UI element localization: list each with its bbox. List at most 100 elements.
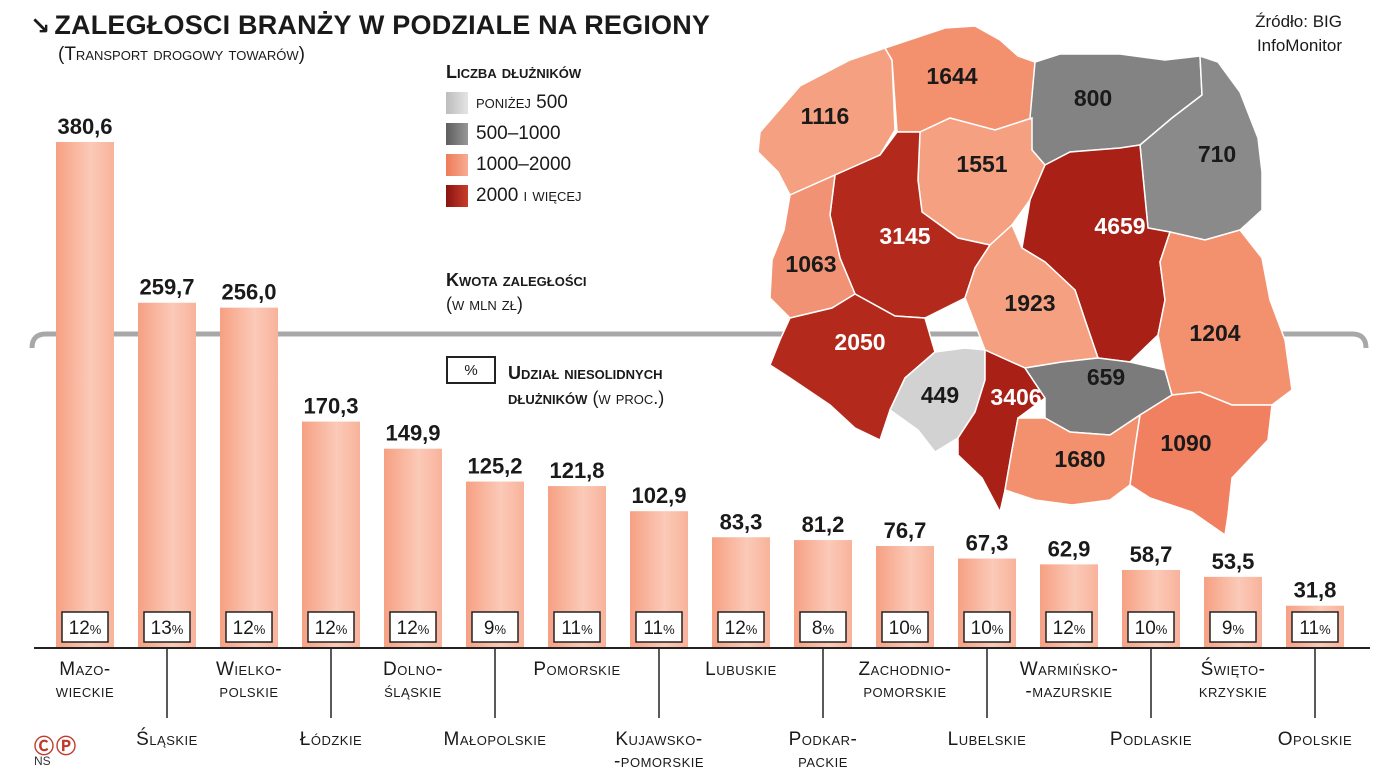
- bar-value-label: 256,0: [221, 280, 276, 305]
- bar-value-label: 58,7: [1130, 542, 1173, 567]
- x-tick-label: packie: [798, 751, 848, 772]
- map-count-label: 3406: [990, 384, 1041, 410]
- legend-item-1000-2000: 1000–2000: [446, 152, 571, 178]
- amount-legend-title: Kwota zaległości: [446, 270, 587, 290]
- bar-value-label: 125,2: [467, 454, 522, 479]
- share-box: [1045, 611, 1093, 643]
- bar-value-label: 149,9: [385, 421, 440, 446]
- map-count-label: 3145: [879, 223, 930, 249]
- x-tick-label: pomorskie: [863, 681, 946, 702]
- share-percent-sign: %: [910, 622, 922, 637]
- source-line-2: InfoMonitor: [1256, 36, 1342, 55]
- bar-value-label: 259,7: [139, 275, 194, 300]
- bar-value-label: 81,2: [802, 512, 845, 537]
- bar-value-label: 53,5: [1212, 549, 1255, 574]
- share-percent-sign: %: [746, 622, 758, 637]
- x-tick-label: krzyskie: [1199, 681, 1267, 702]
- x-tick-label: śląskie: [384, 681, 442, 702]
- legend-swatch: [446, 154, 468, 176]
- legend-swatch: [446, 123, 468, 145]
- share-box: [61, 611, 109, 643]
- bar-value-label: 380,6: [57, 114, 112, 139]
- author-initials: NS: [34, 754, 51, 768]
- x-tick-label: Podlaskie: [1110, 729, 1192, 750]
- chart-title: ↘ Zaległosci branży w podziale na regiony: [30, 10, 710, 41]
- x-tick-label: Lubuskie: [705, 659, 777, 680]
- source-note: Źródło: BIG InfoMonitor: [1255, 10, 1342, 58]
- share-box: [1209, 611, 1257, 643]
- share-legend-line2-rest: (w proc.): [587, 388, 665, 408]
- share-box: [635, 611, 683, 643]
- x-tick-label: Podkar-: [789, 729, 858, 750]
- legend-label: 2000 i więcej: [476, 185, 582, 206]
- map-count-label: 1680: [1054, 446, 1105, 472]
- bar-value-label: 76,7: [884, 518, 927, 543]
- legend-item-2000-plus: 2000 i więcej: [446, 183, 582, 209]
- share-box: [1127, 611, 1175, 643]
- share-label: 10%: [889, 618, 922, 639]
- legend-item-below-500: poniżej 500: [446, 90, 568, 116]
- map-count-label: 659: [1087, 364, 1125, 390]
- bars: 380,6 12% 259,7 13% 256,0 12% 170,3 12% 149,9 12%…: [56, 114, 1344, 648]
- chart-title-text: Zaległosci branży w podziale na regiony: [54, 10, 711, 40]
- x-tick-label: Wielko-: [216, 659, 282, 680]
- bar: [138, 302, 196, 648]
- x-tick-label: Dolno-: [383, 659, 443, 680]
- copyright-logo: ⒸⓅ: [34, 736, 78, 758]
- share-box: [307, 611, 355, 643]
- x-tick-label: Opolskie: [1278, 729, 1352, 750]
- share-box: [471, 611, 519, 643]
- legend-swatch: [446, 185, 468, 207]
- share-label: 12%: [315, 618, 348, 639]
- share-legend-box: %: [446, 356, 496, 384]
- share-label: 10%: [1135, 618, 1168, 639]
- share-percent-sign: %: [418, 622, 430, 637]
- bar-value-label: 62,9: [1048, 536, 1091, 561]
- x-tick-label: Święto-: [1201, 658, 1266, 680]
- share-percent-sign: %: [823, 622, 835, 637]
- share-box: [389, 611, 437, 643]
- bar-value-label: 31,8: [1294, 578, 1337, 603]
- map-count-label: 1204: [1189, 320, 1240, 346]
- share-percent-sign: %: [1156, 622, 1168, 637]
- share-percent-sign: %: [90, 622, 102, 637]
- x-tick-label: Kujawsko-: [615, 729, 702, 750]
- share-label: 12%: [233, 618, 266, 639]
- share-box: [225, 611, 273, 643]
- source-line-1: Źródło: BIG: [1255, 12, 1342, 31]
- x-tick-label: Łódzkie: [300, 729, 362, 750]
- share-percent-sign: %: [1074, 622, 1086, 637]
- map-labels: 1644 1116 800 710 1551 3145 4659 1063 1923 2050 12…: [785, 63, 1240, 472]
- share-label: 11%: [561, 618, 593, 639]
- legend-swatch: [446, 92, 468, 114]
- bar: [302, 421, 360, 648]
- share-label: 13%: [151, 618, 184, 639]
- share-percent-sign: %: [581, 622, 593, 637]
- share-label: 12%: [397, 618, 430, 639]
- share-box: [963, 611, 1011, 643]
- map-count-label: 2050: [834, 329, 885, 355]
- bar-value-label: 67,3: [966, 531, 1009, 556]
- share-percent-sign: %: [992, 622, 1004, 637]
- x-axis-labels: Mazo-wieckie Śląskie Wielko-polskie Łódzkie…: [56, 648, 1352, 772]
- map-region-zachodniopomorskie: [757, 47, 896, 196]
- map-count-label: 1063: [785, 251, 836, 277]
- map-count-label: 1551: [956, 151, 1007, 177]
- share-percent-sign: %: [495, 622, 507, 637]
- map-count-label: 449: [921, 382, 959, 408]
- x-tick-label: Warmińsko-: [1020, 659, 1119, 680]
- share-label: 11%: [1299, 618, 1331, 639]
- share-label: 12%: [69, 618, 102, 639]
- share-legend-line1: Udział niesolidnych: [508, 363, 663, 383]
- map-count-label: 710: [1198, 141, 1236, 167]
- map-region-lubelskie: [1157, 229, 1293, 406]
- share-percent-sign: %: [1319, 622, 1331, 637]
- arrow-down-right-icon: ↘: [30, 13, 51, 40]
- share-box: [717, 611, 765, 643]
- map-region-podkarpackie: [1129, 391, 1273, 537]
- bar-value-label: 83,3: [720, 509, 763, 534]
- map-count-label: 1090: [1160, 430, 1211, 456]
- share-box: [881, 611, 929, 643]
- bar-value-label: 170,3: [303, 394, 358, 419]
- share-legend-title: Udział niesolidnych dłużników (w proc.): [508, 361, 664, 411]
